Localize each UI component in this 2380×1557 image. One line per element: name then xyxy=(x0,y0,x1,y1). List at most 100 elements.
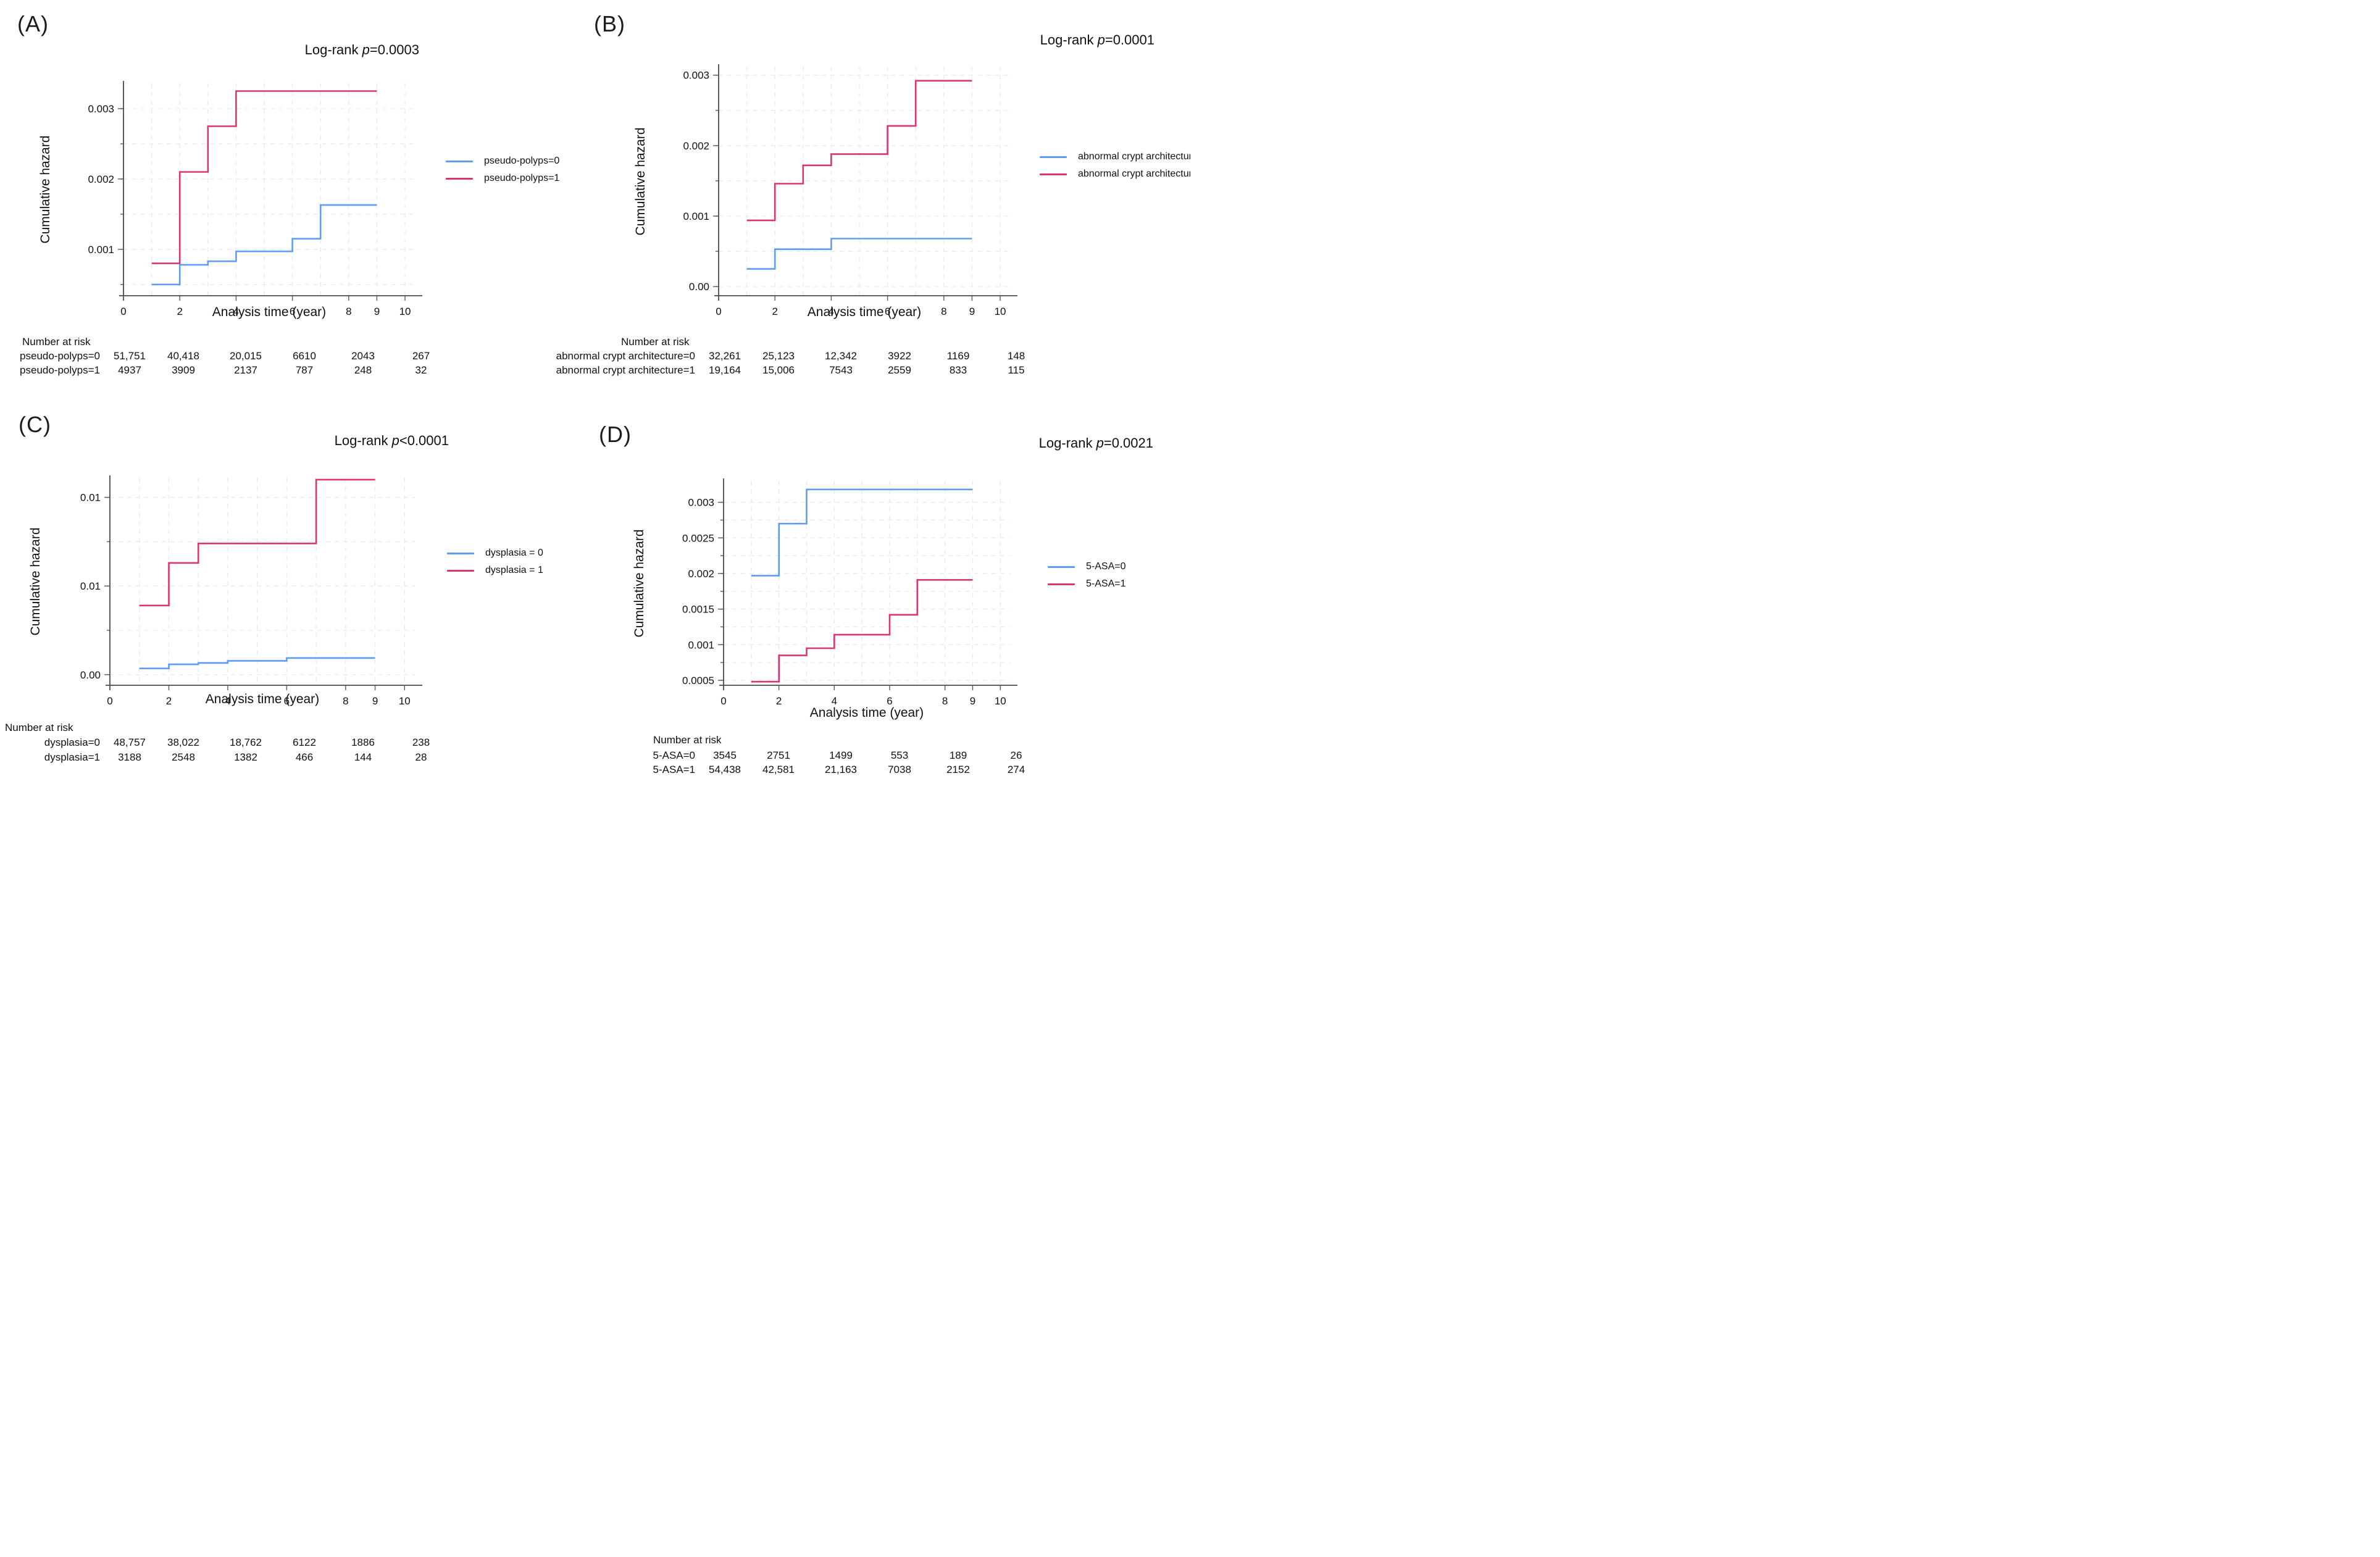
y-tick-label: 0.01 xyxy=(80,492,101,504)
risk-row-label: 5-ASA=1 xyxy=(653,764,695,775)
panel-letter: (D) xyxy=(599,422,632,447)
logrank-title: Log-rank p<0.0001 xyxy=(335,433,449,449)
legend-item: abnormal crypt architecture=1 xyxy=(1040,168,1190,180)
x-tick-label: 0 xyxy=(716,306,721,317)
km-cumulative-hazard-figure: (A) Log-rank p=0.0003 Cumulative hazard 0 2 4… xyxy=(0,0,1190,779)
legend-item: abnormal crypt architecture=0 xyxy=(1040,151,1190,163)
risk-count: 4937 xyxy=(118,364,141,376)
legend-line-red-icon xyxy=(447,569,474,572)
legend-item: dysplasia = 0 xyxy=(447,547,543,559)
legend-label: abnormal crypt architecture=0 xyxy=(1078,151,1190,162)
risk-count: 3909 xyxy=(172,364,195,376)
x-axis-label: Analysis time (year) xyxy=(212,305,327,319)
panel-c: (C) Log-rank p<0.0001 Cumulative hazard 0 2 4… xyxy=(0,390,595,778)
legend: pseudo-polyps=0 pseudo-polyps=1 xyxy=(446,155,559,190)
legend-line-blue-icon xyxy=(447,552,474,554)
legend-line-red-icon xyxy=(446,177,473,180)
risk-count: 2548 xyxy=(172,751,195,763)
y-axis-label: Cumulative hazard xyxy=(632,528,646,638)
risk-count: 148 xyxy=(1007,350,1025,362)
x-tick-label: 0 xyxy=(720,695,726,707)
risk-count: 7543 xyxy=(829,364,853,376)
risk-count: 3545 xyxy=(713,749,737,761)
risk-count: 115 xyxy=(1008,364,1025,376)
x-tick-label: 9 xyxy=(372,695,378,707)
panel-d: (D) Log-rank p=0.0021 Cumulative hazard 0 2 4… xyxy=(595,390,1190,778)
risk-table-row: abnormal crypt architecture=1 19,164 15,00… xyxy=(556,364,1190,378)
logrank-value: <0.0001 xyxy=(399,433,449,448)
legend-item: dysplasia = 1 xyxy=(447,564,543,577)
risk-count: 3922 xyxy=(888,350,911,362)
risk-row-label: 5-ASA=0 xyxy=(653,749,695,761)
x-tick-label: 8 xyxy=(346,306,351,317)
logrank-p-symbol: p xyxy=(1097,32,1105,48)
risk-table-row: dysplasia=0 48,757 38,022 18,762 6122 1886 238 xyxy=(0,737,595,750)
logrank-prefix: Log-rank xyxy=(334,433,392,448)
risk-count: 787 xyxy=(295,364,314,376)
legend-line-blue-icon xyxy=(446,160,473,162)
x-tick-label: 4 xyxy=(233,306,239,317)
risk-count: 466 xyxy=(295,751,314,763)
x-axis-label: Analysis time (year) xyxy=(809,706,924,720)
survival-plot: 0 2 4 6 8 9 10 0.001 0.002 0.003 xyxy=(88,81,422,317)
logrank-prefix: Log-rank xyxy=(304,42,362,57)
legend-line-red-icon xyxy=(1048,583,1075,585)
y-tick-label: 0.00 xyxy=(689,281,709,293)
logrank-value: =0.0003 xyxy=(369,42,419,57)
x-tick-label: 9 xyxy=(970,695,975,707)
x-tick-label: 9 xyxy=(374,306,380,317)
risk-row-label: abnormal crypt architecture=1 xyxy=(556,364,695,376)
x-tick-label: 9 xyxy=(969,306,975,317)
hazard-curve-blue xyxy=(151,204,377,286)
risk-count: 48,757 xyxy=(114,737,146,748)
risk-count: 20,015 xyxy=(230,350,262,362)
risk-count: 51,751 xyxy=(114,350,146,362)
risk-table-row: pseudo-polyps=1 4937 3909 2137 787 248 32 xyxy=(0,364,595,378)
y-tick-label: 0.0005 xyxy=(682,675,714,687)
y-tick-label: 0.003 xyxy=(688,497,714,509)
legend: abnormal crypt architecture=0 abnormal cr… xyxy=(1040,151,1190,185)
risk-count: 1382 xyxy=(234,751,257,763)
logrank-prefix: Log-rank xyxy=(1038,435,1096,451)
x-axis-label: Analysis time (year) xyxy=(205,692,320,706)
x-tick-label: 2 xyxy=(177,306,182,317)
risk-count: 1499 xyxy=(829,749,853,761)
y-tick-label: 0.002 xyxy=(683,140,709,152)
risk-count: 248 xyxy=(354,364,372,376)
risk-count: 15,006 xyxy=(762,364,795,376)
legend-line-red-icon xyxy=(1040,173,1067,175)
panel-letter: (C) xyxy=(19,412,51,437)
x-tick-label: 4 xyxy=(225,695,230,707)
hazard-curve-blue xyxy=(746,238,972,270)
risk-count: 54,438 xyxy=(709,764,741,775)
legend-label: pseudo-polyps=0 xyxy=(484,156,560,166)
survival-plot: 0 2 4 6 8 9 10 0.00 0.001 0.002 0.003 xyxy=(683,64,1017,317)
legend-label: pseudo-polyps=1 xyxy=(484,173,560,183)
logrank-p-symbol: p xyxy=(1096,435,1104,451)
y-tick-label: 0.001 xyxy=(688,639,714,651)
y-tick-label: 0.002 xyxy=(688,568,714,580)
risk-count: 1886 xyxy=(351,737,375,748)
risk-count: 7038 xyxy=(888,764,911,775)
x-tick-label: 2 xyxy=(772,306,777,317)
legend-item: 5-ASA=1 xyxy=(1048,578,1125,590)
legend-line-blue-icon xyxy=(1048,566,1075,568)
risk-table-row: 5-ASA=1 54,438 42,581 21,163 7038 2152 274 xyxy=(595,764,1190,777)
x-tick-label: 6 xyxy=(885,306,890,317)
x-tick-label: 6 xyxy=(887,695,892,707)
hazard-curve-blue xyxy=(751,488,973,577)
hazard-curve-red xyxy=(151,90,377,264)
risk-count: 28 xyxy=(415,751,427,763)
x-tick-label: 2 xyxy=(166,695,172,707)
logrank-value: =0.0001 xyxy=(1104,32,1155,48)
legend-line-blue-icon xyxy=(1040,156,1067,158)
logrank-prefix: Log-rank xyxy=(1040,32,1098,48)
y-axis-label: Cumulative hazard xyxy=(28,527,43,636)
hazard-curve-red xyxy=(751,579,973,683)
legend-label: abnormal crypt architecture=1 xyxy=(1078,169,1190,179)
risk-count: 6122 xyxy=(293,737,316,748)
x-tick-label: 4 xyxy=(832,695,837,707)
y-tick-label: 0.0025 xyxy=(682,532,714,544)
hazard-curve-red xyxy=(139,478,375,607)
risk-table-row: dysplasia=1 3188 2548 1382 466 144 28 xyxy=(0,751,595,765)
